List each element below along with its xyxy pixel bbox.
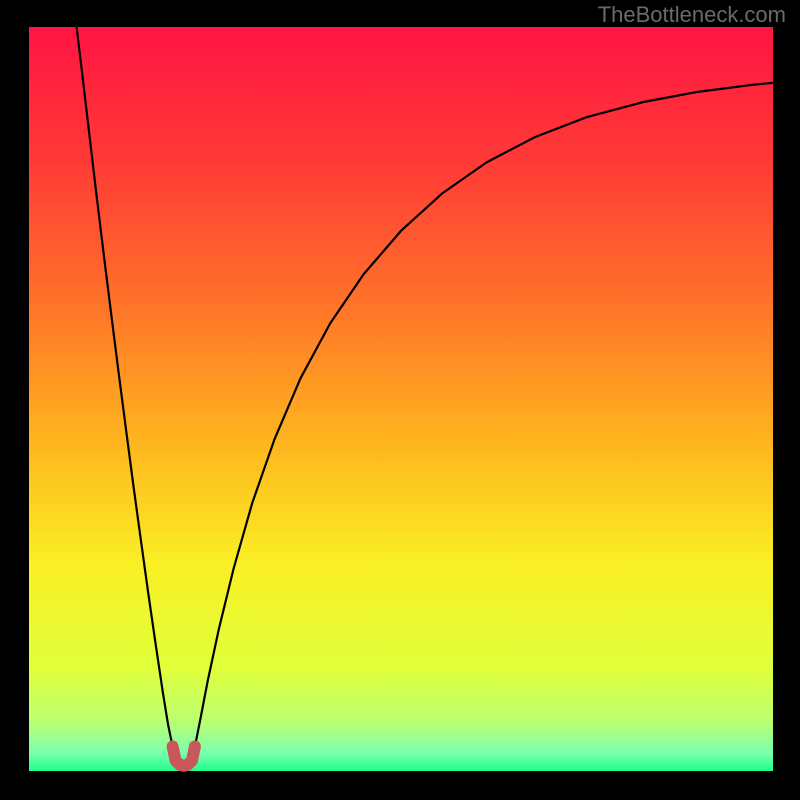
stage: TheBottleneck.com [0,0,800,800]
chart-background [29,27,773,771]
bottleneck-chart [0,0,800,800]
watermark-text: TheBottleneck.com [598,2,786,28]
